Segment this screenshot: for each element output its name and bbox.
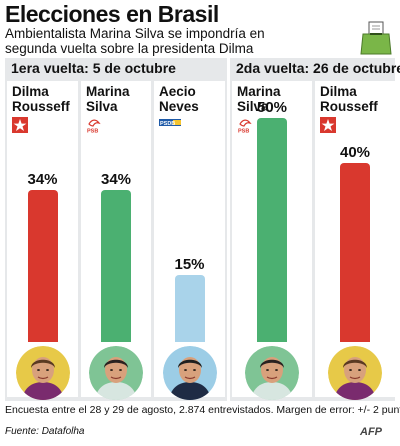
aecio-photo (162, 346, 217, 400)
candidate-name: Marina Silva (86, 84, 130, 114)
value-label-aecio: 15% (174, 255, 205, 273)
svg-text:PSB: PSB (238, 129, 249, 134)
psdb-toucan-icon: PSDB (159, 119, 181, 127)
bar-marina (257, 118, 287, 342)
candidate-name: Aecio Neves (159, 84, 199, 114)
ballot-box-icon (360, 21, 392, 55)
marina-photo (245, 346, 299, 400)
value-label-marina: 34% (100, 170, 132, 188)
candidate-column-aecio: Aecio Neves PSDB (154, 81, 225, 397)
survey-note: Encuesta entre el 28 y 29 de agosto, 2.8… (5, 404, 400, 416)
dilma-photo (328, 346, 382, 400)
value-label-dilma: 34% (27, 170, 58, 188)
bar-aecio (174, 274, 205, 342)
psb-dove-icon: PSB (87, 119, 101, 134)
bar-marina (101, 189, 131, 342)
pt-star-icon (12, 117, 28, 133)
source-note: Fuente: Datafolha (5, 426, 85, 437)
candidate-name: Marina Silva (237, 84, 281, 114)
psb-dove-icon: PSB (238, 119, 252, 134)
second-round-title: 2da vuelta: 26 de octubre (236, 60, 400, 76)
bar-dilma (27, 189, 58, 342)
candidate-name: Dilma Rousseff (320, 84, 378, 114)
bar-dilma (340, 162, 370, 342)
value-label-dilma: 40% (339, 143, 371, 161)
dilma-photo (15, 346, 70, 400)
candidate-name: Dilma Rousseff (12, 84, 70, 114)
afp-credit: AFP (360, 426, 382, 438)
pt-star-icon (320, 117, 336, 133)
svg-text:PSB: PSB (87, 129, 98, 134)
chart-title: Elecciones en Brasil (5, 1, 219, 27)
first-round-title: 1era vuelta: 5 de octubre (11, 60, 176, 76)
value-label-marina: 50% (256, 99, 288, 116)
marina-photo (89, 346, 143, 400)
svg-text:PSDB: PSDB (160, 121, 175, 127)
